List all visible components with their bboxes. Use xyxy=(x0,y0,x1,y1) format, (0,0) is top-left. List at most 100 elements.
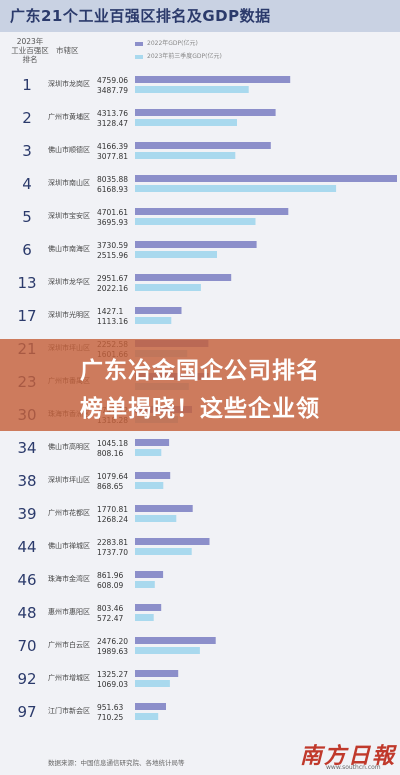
value-label-2023: 608.09 xyxy=(97,581,123,590)
region-label: 佛山市禅城区 xyxy=(48,541,90,550)
value-label-2022: 803.46 xyxy=(97,604,123,613)
bar-2022 xyxy=(135,703,166,710)
region-label: 深圳市龙华区 xyxy=(48,277,90,286)
value-label-2022: 2951.67 xyxy=(97,274,128,283)
value-label-2023: 1069.03 xyxy=(97,680,128,689)
region-label: 广州市花都区 xyxy=(48,508,90,517)
value-label-2023: 1268.24 xyxy=(97,515,128,524)
region-label: 深圳市宝安区 xyxy=(48,211,90,220)
legend-label-2023: 2023年前三季度GDP(亿元) xyxy=(147,53,222,60)
value-label-2022: 1045.18 xyxy=(97,439,128,448)
bar-2023 xyxy=(135,647,200,654)
data-source-note: 数据来源：中国信息通信研究院、各地统计局等 xyxy=(48,759,185,767)
bar-2022 xyxy=(135,670,179,677)
value-label-2023: 808.16 xyxy=(97,449,123,458)
value-label-2023: 710.25 xyxy=(97,713,123,722)
bar-2023 xyxy=(135,713,159,720)
value-label-2022: 1079.64 xyxy=(97,472,128,481)
bar-2022 xyxy=(135,109,276,116)
value-label-2023: 1113.16 xyxy=(97,317,128,326)
bar-2023 xyxy=(135,614,154,621)
value-label-2022: 951.63 xyxy=(97,703,123,712)
value-label-2023: 3487.79 xyxy=(97,86,128,95)
rank-label: 13 xyxy=(17,274,36,292)
region-label: 佛山市南海区 xyxy=(48,244,90,253)
region-label: 深圳市龙岗区 xyxy=(48,79,90,88)
value-label-2023: 2515.96 xyxy=(97,251,128,260)
legend-swatch-2022 xyxy=(135,41,143,46)
legend-item-2022: 2022年GDP(亿元) xyxy=(135,38,198,48)
rank-label: 38 xyxy=(17,472,36,490)
rank-label: 17 xyxy=(17,307,36,325)
value-label-2022: 4759.06 xyxy=(97,76,128,85)
rank-label: 97 xyxy=(17,703,36,721)
value-label-2022: 4701.61 xyxy=(97,208,128,217)
region-label: 江门市新会区 xyxy=(48,706,90,715)
bar-2022 xyxy=(135,538,210,545)
bar-2022 xyxy=(135,241,257,248)
value-label-2022: 2283.81 xyxy=(97,538,128,547)
region-label: 惠州市惠阳区 xyxy=(48,607,90,616)
rank-label: 92 xyxy=(17,670,36,688)
rank-label: 46 xyxy=(17,571,36,589)
bar-2023 xyxy=(135,152,236,159)
newspaper-logo: 南方日報 xyxy=(300,743,397,769)
value-label-2022: 861.96 xyxy=(97,571,123,580)
legend-swatch-2023 xyxy=(135,54,143,59)
bar-2023 xyxy=(135,119,237,126)
bar-2022 xyxy=(135,472,171,479)
value-label-2022: 1427.1 xyxy=(97,307,123,316)
value-label-2022: 8035.88 xyxy=(97,175,128,184)
bar-2023 xyxy=(135,449,162,456)
rank-label: 39 xyxy=(17,505,36,523)
legend-item-2023: 2023年前三季度GDP(亿元) xyxy=(135,51,222,61)
bar-2022 xyxy=(135,571,164,578)
rank-label: 4 xyxy=(22,175,32,193)
value-label-2023: 3695.93 xyxy=(97,218,128,227)
bar-2022 xyxy=(135,274,232,281)
bar-2022 xyxy=(135,505,193,512)
chart-title: 广东21个工业百强区排名及GDP数据 xyxy=(10,7,271,25)
region-column-header: 市辖区 xyxy=(56,46,79,55)
rank-column-header: 2023年 工业百强区 排名 xyxy=(11,37,49,64)
value-label-2023: 2022.16 xyxy=(97,284,128,293)
region-label: 佛山市顺德区 xyxy=(48,145,90,154)
bar-2023 xyxy=(135,680,170,687)
value-label-2022: 4166.39 xyxy=(97,142,128,151)
bar-2023 xyxy=(135,284,201,291)
region-label: 佛山市高明区 xyxy=(48,442,90,451)
bar-2023 xyxy=(135,482,164,489)
headline-banner: 广东冶金国企公司排名 榜单揭晓！这些企业领 xyxy=(0,339,400,431)
value-label-2022: 2476.20 xyxy=(97,637,128,646)
rank-label: 70 xyxy=(17,637,36,655)
rank-label: 44 xyxy=(17,538,36,556)
value-label-2022: 1325.27 xyxy=(97,670,128,679)
rank-label: 2 xyxy=(22,109,32,127)
value-label-2023: 572.47 xyxy=(97,614,123,623)
rank-label: 5 xyxy=(22,208,32,226)
value-label-2023: 6168.93 xyxy=(97,185,128,194)
value-label-2023: 3077.81 xyxy=(97,152,128,161)
rank-label: 1 xyxy=(22,76,32,94)
bar-2023 xyxy=(135,515,177,522)
bar-2023 xyxy=(135,185,337,192)
website-url: www.southcn.com xyxy=(326,764,381,771)
bar-2023 xyxy=(135,581,155,588)
value-label-2023: 868.65 xyxy=(97,482,123,491)
bar-2022 xyxy=(135,175,397,182)
value-label-2023: 1989.63 xyxy=(97,647,128,656)
bar-2023 xyxy=(135,86,249,93)
bar-2023 xyxy=(135,548,192,555)
legend-label-2022: 2022年GDP(亿元) xyxy=(147,40,198,47)
value-label-2023: 3128.47 xyxy=(97,119,128,128)
bar-2022 xyxy=(135,604,162,611)
bar-2022 xyxy=(135,307,182,314)
region-label: 深圳市坪山区 xyxy=(48,475,90,484)
title-bar: 广东21个工业百强区排名及GDP数据 xyxy=(0,0,400,32)
bar-2022 xyxy=(135,439,170,446)
headline-line-2: 榜单揭晓！这些企业领 xyxy=(80,396,320,422)
value-label-2023: 1737.70 xyxy=(97,548,128,557)
value-label-2022: 3730.59 xyxy=(97,241,128,250)
region-label: 深圳市光明区 xyxy=(48,310,90,319)
